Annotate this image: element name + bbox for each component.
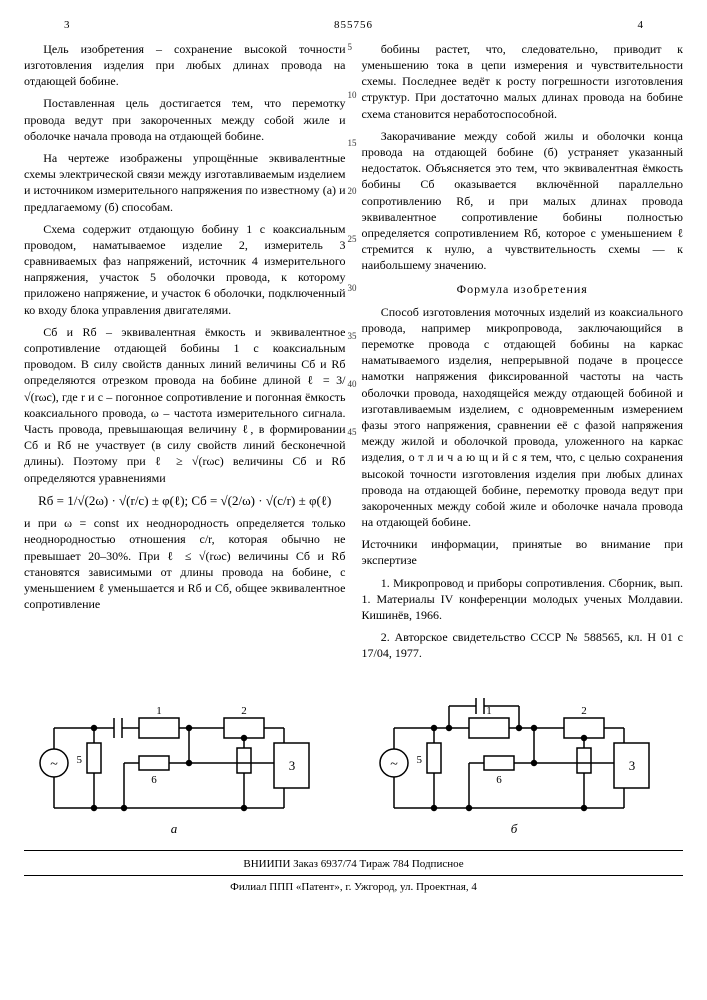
para-l6: и при ω = const их неоднородность опреде… xyxy=(24,515,346,612)
svg-text:~: ~ xyxy=(390,757,398,772)
circuit-diagrams: ~ 1 2 3 xyxy=(24,688,683,838)
svg-text:а: а xyxy=(171,821,178,836)
para-l2: Поставленная цель достигается тем, что п… xyxy=(24,95,346,144)
left-column: Цель изобретения – сохранение высокой то… xyxy=(24,41,346,668)
source-1: 1. Микропровод и приборы сопротивления. … xyxy=(362,575,684,624)
formula-title: Формула изобретения xyxy=(362,281,684,297)
para-r3: Способ изготовления моточных изделий из … xyxy=(362,304,684,531)
svg-text:6: 6 xyxy=(151,774,157,786)
svg-text:б: б xyxy=(510,821,517,836)
ln-35: 35 xyxy=(348,330,357,342)
svg-text:5: 5 xyxy=(416,754,422,766)
circuit-diagram-a: ~ 1 2 3 xyxy=(24,688,344,838)
page-number-left: 3 xyxy=(64,18,70,33)
page-header: 3 855756 4 xyxy=(24,18,683,33)
circuit-diagram-b: ~ 1 2 xyxy=(364,688,684,838)
para-l5: Cб и Rб – эквивалентная ёмкость и эквива… xyxy=(24,324,346,486)
svg-text:5: 5 xyxy=(77,754,83,766)
para-l4: Схема содержит отдающую бобину 1 с коакс… xyxy=(24,221,346,318)
ln-45: 45 xyxy=(348,426,357,438)
para-r2: Закорачивание между собой жилы и оболочк… xyxy=(362,128,684,274)
svg-text:3: 3 xyxy=(628,758,635,773)
svg-text:6: 6 xyxy=(496,774,502,786)
source-2: 2. Авторское свидетельство СССР № 588565… xyxy=(362,629,684,661)
ln-30: 30 xyxy=(348,282,357,294)
svg-text:3: 3 xyxy=(289,758,296,773)
svg-text:1: 1 xyxy=(486,705,492,717)
svg-text:2: 2 xyxy=(581,705,587,717)
sources-title: Источники информации, принятые во вниман… xyxy=(362,536,684,568)
ln-25: 25 xyxy=(348,233,357,245)
patent-number: 855756 xyxy=(334,18,373,33)
footer-line-2: Филиал ППП «Патент», г. Ужгород, ул. Про… xyxy=(24,875,683,895)
ln-5: 5 xyxy=(348,41,357,53)
content-columns: 5 10 15 20 25 30 35 40 45 Цель изобретен… xyxy=(24,41,683,668)
svg-text:1: 1 xyxy=(156,705,162,717)
para-l1: Цель изобретения – сохранение высокой то… xyxy=(24,41,346,90)
para-l3: На чертеже изображены упрощённые эквивал… xyxy=(24,150,346,215)
svg-text:2: 2 xyxy=(241,705,247,717)
footer-line-1: ВНИИПИ Заказ 6937/74 Тираж 784 Подписное xyxy=(24,857,683,872)
ln-20: 20 xyxy=(348,185,357,197)
line-numbers: 5 10 15 20 25 30 35 40 45 xyxy=(348,41,357,474)
ln-15: 15 xyxy=(348,137,357,149)
svg-text:~: ~ xyxy=(50,757,58,772)
page-number-right: 4 xyxy=(638,18,644,33)
equation: Rб = 1/√(2ω) · √(r/c) ± φ(ℓ); Cб = √(2/ω… xyxy=(24,492,346,510)
footer: ВНИИПИ Заказ 6937/74 Тираж 784 Подписное… xyxy=(24,850,683,896)
para-r1: бобины растет, что, следовательно, приво… xyxy=(362,41,684,122)
ln-10: 10 xyxy=(348,89,357,101)
right-column: бобины растет, что, следовательно, приво… xyxy=(362,41,684,668)
ln-40: 40 xyxy=(348,378,357,390)
